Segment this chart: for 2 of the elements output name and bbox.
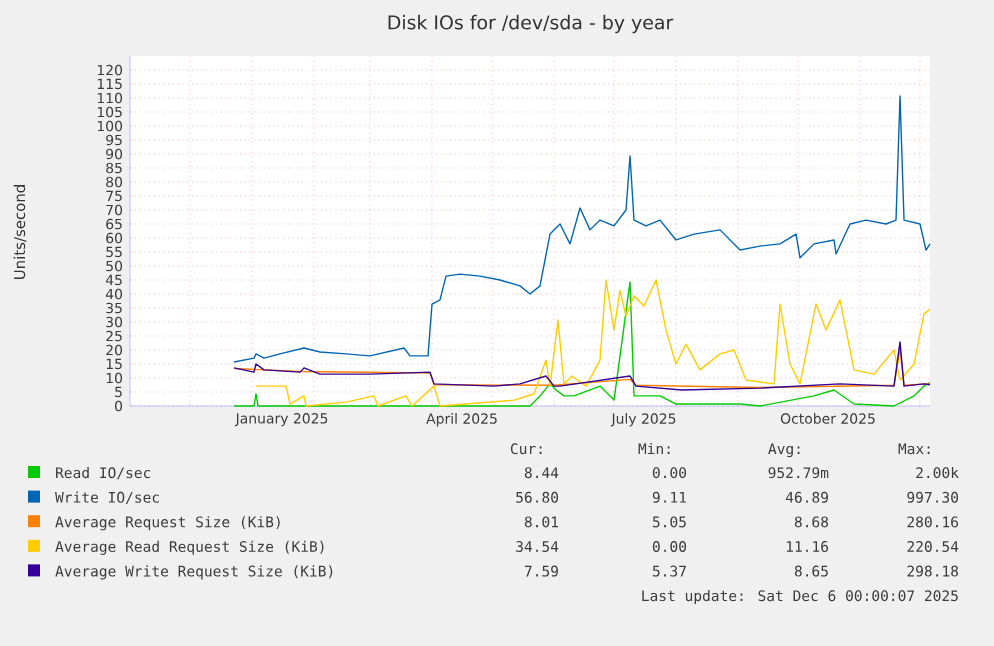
line-series <box>233 95 931 363</box>
chart-title: Disk IOs for /dev/sda - by year <box>388 14 674 34</box>
